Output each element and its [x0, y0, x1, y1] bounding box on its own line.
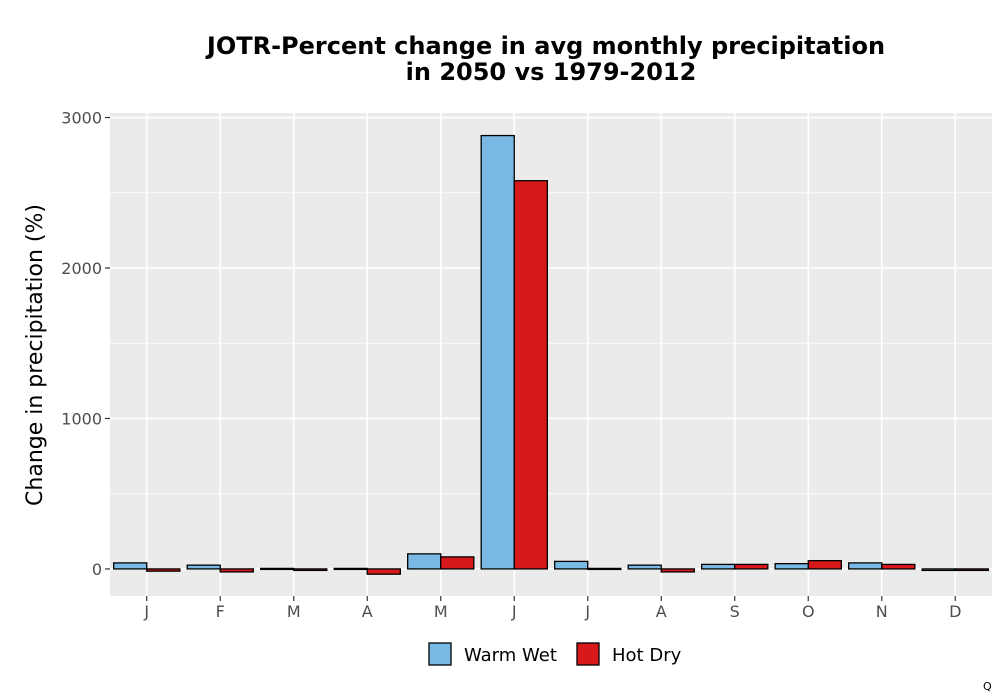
- x-tick-label: A: [656, 602, 667, 621]
- legend-label-hot-dry: Hot Dry: [612, 645, 682, 666]
- y-axis-title: Change in precipitation (%): [23, 204, 48, 506]
- bar-warm-wet: [260, 567, 295, 571]
- x-tick-label: M: [434, 602, 448, 621]
- x-tick-label: O: [802, 602, 815, 621]
- bar-hot-dry: [440, 556, 475, 570]
- y-tick-label: 1000: [61, 409, 102, 428]
- x-tick-label: D: [949, 602, 961, 621]
- bar-hot-dry: [954, 568, 989, 572]
- bar-hot-dry: [881, 563, 916, 570]
- y-tick-label: 0: [92, 560, 102, 579]
- bar-hot-dry: [587, 567, 622, 571]
- x-tick-label: M: [287, 602, 301, 621]
- x-tick-label: J: [143, 602, 149, 621]
- plot-panel: [110, 113, 992, 596]
- legend-label-warm-wet: Warm Wet: [464, 645, 557, 666]
- bar-warm-wet: [113, 562, 148, 570]
- y-tick-label: 3000: [61, 109, 102, 128]
- bar-warm-wet: [921, 568, 956, 572]
- legend-key-hot-dry: [576, 642, 600, 666]
- x-tick-label: S: [730, 602, 740, 621]
- bar-hot-dry: [660, 568, 695, 573]
- bar-warm-wet: [774, 562, 809, 570]
- bar-warm-wet: [186, 564, 221, 570]
- bar-hot-dry: [219, 568, 254, 573]
- bar-warm-wet: [480, 134, 515, 570]
- corner-mark: Q: [983, 680, 992, 693]
- bar-hot-dry: [366, 568, 401, 575]
- x-tick-label: F: [216, 602, 225, 621]
- legend: Warm Wet Hot Dry: [428, 642, 682, 666]
- x-tick-label: J: [584, 602, 590, 621]
- bar-warm-wet: [627, 564, 662, 570]
- bar-hot-dry: [293, 568, 328, 572]
- x-tick-label: J: [511, 602, 517, 621]
- bar-warm-wet: [407, 553, 442, 570]
- bar-warm-wet: [333, 567, 368, 571]
- chart-title-line-1: JOTR-Percent change in avg monthly preci…: [205, 32, 885, 60]
- bar-warm-wet: [848, 562, 883, 570]
- chart-title-line-2: in 2050 vs 1979-2012: [406, 58, 697, 86]
- x-tick-label: N: [876, 602, 888, 621]
- bar-warm-wet: [701, 563, 736, 570]
- y-axis-ticks: 0 1000 2000 3000: [61, 109, 110, 579]
- legend-key-warm-wet: [428, 642, 452, 666]
- bar-hot-dry: [807, 559, 842, 570]
- bar-hot-dry: [734, 563, 769, 570]
- bar-warm-wet: [554, 560, 589, 570]
- bars: [113, 134, 989, 575]
- bar-hot-dry: [513, 180, 548, 570]
- bar-hot-dry: [146, 568, 181, 572]
- x-tick-label: A: [362, 602, 373, 621]
- y-tick-label: 2000: [61, 259, 102, 278]
